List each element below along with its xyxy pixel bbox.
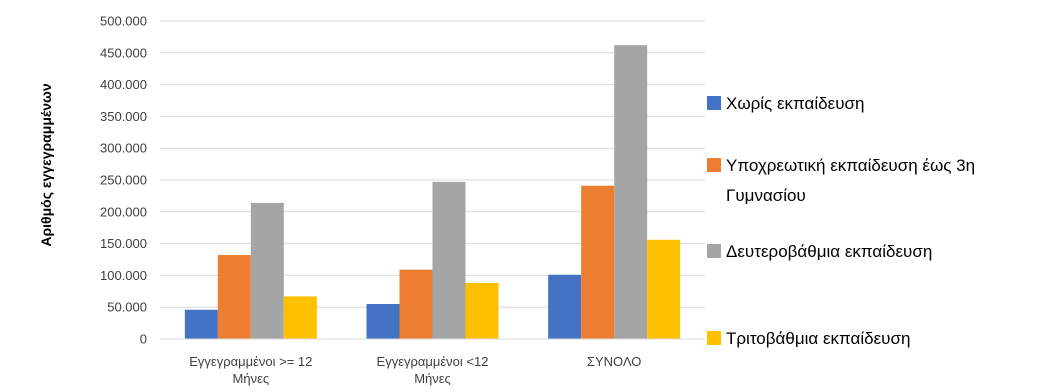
bar [184, 309, 218, 339]
bar [366, 304, 400, 339]
legend-label: Δευτεροβάθμια εκπαίδευση [726, 242, 932, 261]
bar [465, 283, 499, 339]
bar [217, 255, 251, 339]
legend-swatch [707, 96, 721, 110]
y-axis-tick-labels: 0 50.000 100.000 150.000 200.000 250.000 300.0… [100, 14, 147, 347]
y-tick-label: 450.000 [100, 45, 147, 60]
x-category-label: Εγγεγραμμένοι >= 12 [189, 354, 312, 369]
bar [432, 181, 466, 339]
y-tick-label: 300.000 [100, 141, 147, 156]
y-tick-label: 400.000 [100, 77, 147, 92]
x-category-label: Μήνες [414, 371, 451, 386]
y-tick-label: 150.000 [100, 236, 147, 251]
x-category-label: ΣΥΝΟΛΟ [587, 354, 642, 369]
bar [250, 202, 284, 339]
bar [548, 274, 582, 339]
legend-swatch [707, 158, 721, 172]
legend-label: Γυμνασίου [726, 186, 806, 205]
legend-label: Τριτοβάθμια εκπαίδευση [726, 329, 910, 348]
y-tick-label: 250.000 [100, 173, 147, 188]
legend-label: Χωρίς εκπαίδευση [726, 94, 864, 113]
bars [184, 45, 681, 339]
legend-label: Υποχρεωτική εκπαίδευση έως 3η [726, 156, 975, 175]
bar [283, 296, 317, 339]
legend: Χωρίς εκπαίδευση Υποχρεωτική εκπαίδευση έ… [707, 94, 975, 348]
bar [647, 239, 681, 339]
legend-swatch [707, 244, 721, 258]
y-axis-label: Αριθμός εγγεγραμμένων [38, 83, 54, 246]
bar [581, 185, 615, 339]
y-tick-label: 200.000 [100, 204, 147, 219]
x-category-label: Εγγεγραμμένοι <12 [377, 354, 489, 369]
y-tick-label: 350.000 [100, 109, 147, 124]
y-tick-label: 500.000 [100, 14, 147, 29]
legend-swatch [707, 331, 721, 345]
x-category-label: Μήνες [233, 371, 270, 386]
y-tick-label: 0 [140, 332, 147, 347]
y-tick-label: 100.000 [100, 268, 147, 283]
bar [399, 269, 433, 339]
x-axis-category-labels: Εγγεγραμμένοι >= 12 Μήνες Εγγεγραμμένοι <1… [189, 354, 641, 386]
bar [614, 45, 648, 339]
y-tick-label: 50.000 [107, 300, 147, 315]
